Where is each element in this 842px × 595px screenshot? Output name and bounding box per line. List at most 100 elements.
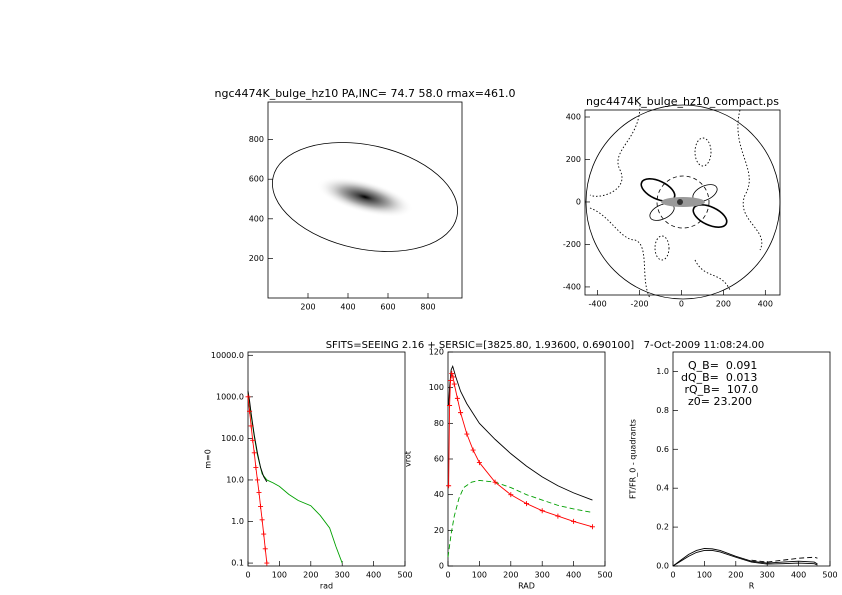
x-tick-label: 0 <box>679 300 684 309</box>
point-marker <box>245 394 251 400</box>
x-tick-label: 200 <box>303 571 318 580</box>
x-tick-label: 400 <box>366 571 381 580</box>
x-tick-label: 0 <box>245 571 250 580</box>
y-tick-label: 100 <box>429 383 444 392</box>
y-tick-label: 0 <box>576 197 581 206</box>
point-marker <box>508 492 514 498</box>
point-marker <box>253 464 259 470</box>
y-tick-label: 10000.0 <box>211 351 244 360</box>
x-tick-label: 200 <box>300 303 315 312</box>
plot-frame <box>672 351 831 567</box>
x-tick-label: -200 <box>630 300 648 309</box>
point-marker <box>524 501 529 507</box>
plot-frame <box>447 351 606 567</box>
series-line <box>672 548 818 567</box>
point-marker <box>261 531 267 537</box>
x-tick-label: 600 <box>380 303 395 312</box>
y-tick-label: 1000.0 <box>216 392 244 401</box>
x-tick-label: 400 <box>340 303 355 312</box>
plot-frame <box>584 109 781 296</box>
y-tick-label: 60 <box>434 455 444 464</box>
y-tick-label: -400 <box>563 282 581 291</box>
point-marker <box>589 524 595 530</box>
y-tick-label: 200 <box>249 254 264 263</box>
x-tick-label: 500 <box>397 571 412 580</box>
point-marker <box>256 489 262 495</box>
y-tick-label: 0.4 <box>656 484 669 493</box>
point-marker <box>446 483 452 489</box>
x-tick-label: 0 <box>670 571 675 580</box>
y-axis-label: FT/FR_0 - quadrants <box>629 419 638 499</box>
y-tick-label: 0 <box>439 562 444 571</box>
point-marker <box>262 546 268 552</box>
x-tick-label: 300 <box>760 571 775 580</box>
galaxy-image <box>272 142 458 252</box>
point-marker <box>258 503 264 509</box>
point-marker <box>447 403 453 408</box>
point-marker <box>555 513 561 519</box>
y-tick-label: -200 <box>563 240 581 249</box>
y-tick-label: 20 <box>434 526 444 535</box>
point-marker <box>264 560 270 566</box>
point-marker <box>248 423 254 429</box>
point-marker <box>250 437 256 443</box>
y-tick-label: 200 <box>566 155 581 164</box>
x-axis-label: R <box>749 582 755 591</box>
y-tick-label: 600 <box>249 175 264 184</box>
chart-title: ngc4474K_bulge_hz10_compact.ps <box>586 95 779 108</box>
plot-frame <box>267 101 463 299</box>
x-tick-label: 0 <box>445 571 450 580</box>
point-marker <box>571 518 577 524</box>
x-tick-label: -400 <box>589 300 607 309</box>
y-tick-label: 800 <box>249 135 264 144</box>
y-tick-label: 0.1 <box>231 559 244 568</box>
series-line <box>672 549 818 567</box>
point-marker <box>492 479 498 485</box>
x-tick-label: 200 <box>728 571 743 580</box>
point-marker <box>454 395 460 401</box>
point-marker <box>476 460 482 466</box>
point-marker <box>464 431 470 437</box>
x-tick-label: 300 <box>335 571 350 580</box>
suptitle: SFITS=SEEING 2.16 + SERSIC=[3825.80, 1.9… <box>326 340 765 351</box>
y-tick-label: 400 <box>249 214 264 223</box>
series-line <box>448 371 593 528</box>
series-line <box>448 364 593 501</box>
annotation: rQ_B= 107.0 <box>681 383 758 396</box>
x-tick-label: 400 <box>791 571 806 580</box>
point-marker <box>450 374 456 380</box>
annotation: dQ_B= 0.013 <box>681 371 757 384</box>
y-tick-label: 100.0 <box>221 434 244 443</box>
series-line <box>247 393 343 564</box>
point-marker <box>451 381 457 387</box>
annotation: z0= 23.200 <box>681 395 752 408</box>
x-axis-label: RAD <box>518 582 535 591</box>
y-tick-label: 80 <box>434 419 444 428</box>
y-tick-label: 1.0 <box>656 367 669 376</box>
x-tick-label: 400 <box>566 571 581 580</box>
point-marker <box>539 508 545 514</box>
point-marker <box>254 477 260 483</box>
x-tick-label: 100 <box>272 571 287 580</box>
x-tick-label: 200 <box>716 300 731 309</box>
series-line <box>247 390 268 483</box>
y-tick-label: 400 <box>566 113 581 122</box>
y-tick-label: 10.0 <box>226 475 244 484</box>
x-tick-label: 100 <box>472 571 487 580</box>
x-tick-label: 300 <box>535 571 550 580</box>
series-line <box>447 479 593 558</box>
x-tick-label: 400 <box>758 300 773 309</box>
y-axis-label: m=0 <box>204 449 213 469</box>
x-tick-label: 500 <box>822 571 837 580</box>
point-marker <box>449 370 455 376</box>
x-tick-label: 200 <box>503 571 518 580</box>
contours <box>585 104 781 300</box>
point-marker <box>247 408 253 414</box>
point-marker <box>251 450 257 456</box>
point-marker <box>259 517 265 523</box>
y-tick-label: 0.2 <box>656 523 669 532</box>
y-tick-label: 0.8 <box>656 406 669 415</box>
x-axis-label: rad <box>320 582 333 591</box>
